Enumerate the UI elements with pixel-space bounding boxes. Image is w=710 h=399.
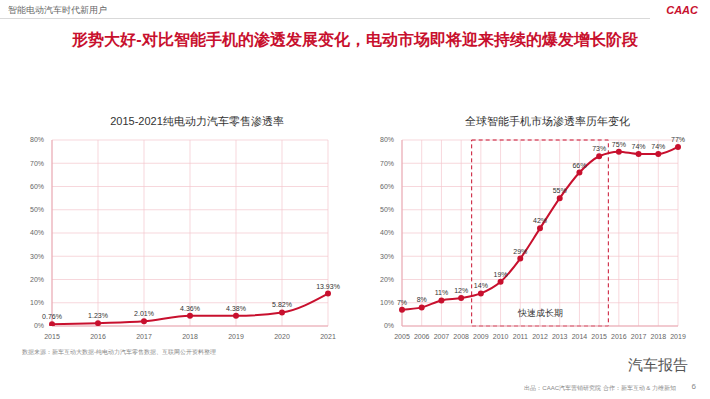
svg-text:70%: 70%	[380, 160, 394, 167]
html-text:形势大好-对比智能手机的渗透发展变化，电动市场即将迎来持续的: 形势大好-对比智能手机的渗透发展变化，电动市场即将迎来持续的爆发增长阶段	[72, 31, 638, 48]
svg-text:60%: 60%	[30, 183, 44, 190]
svg-text:30%: 30%	[30, 253, 44, 260]
svg-text:80%: 80%	[380, 136, 394, 143]
svg-text:0%: 0%	[384, 322, 394, 329]
svg-text:77%: 77%	[671, 136, 685, 143]
svg-text:2014: 2014	[572, 333, 588, 340]
svg-text:66%: 66%	[572, 162, 586, 169]
html-text:智能电动汽车时代新用户: 智能电动汽车时代新用户	[8, 5, 107, 15]
svg-text:75%: 75%	[612, 141, 626, 148]
html-text:全球智能手机市场渗透率历年变化: 全球智能手机市场渗透率历年变化	[464, 115, 630, 127]
svg-text:2009: 2009	[473, 333, 489, 340]
svg-text:4.38%: 4.38%	[226, 305, 246, 312]
svg-text:2005: 2005	[394, 333, 410, 340]
svg-text:2011: 2011	[513, 333, 528, 340]
svg-text:2006: 2006	[414, 333, 430, 340]
svg-text:29%: 29%	[513, 248, 527, 255]
svg-text:0%: 0%	[34, 322, 44, 329]
svg-text:2008: 2008	[453, 333, 469, 340]
svg-text:4.36%: 4.36%	[180, 305, 200, 312]
html-text:2015-2021纯电动力汽车零售渗透率: 2015-2021纯电动力汽车零售渗透率	[110, 115, 284, 127]
svg-text:2010: 2010	[493, 333, 509, 340]
svg-text:2.01%: 2.01%	[134, 310, 154, 317]
svg-text:10%: 10%	[380, 299, 394, 306]
svg-text:2017: 2017	[631, 333, 647, 340]
svg-text:12%: 12%	[454, 287, 468, 294]
html-text:汽车报告: 汽车报告	[628, 356, 688, 373]
svg-text:10%: 10%	[30, 299, 44, 306]
svg-text:70%: 70%	[30, 160, 44, 167]
svg-text:42%: 42%	[533, 217, 547, 224]
svg-text:74%: 74%	[632, 143, 646, 150]
svg-text:7%: 7%	[397, 299, 407, 306]
svg-text:2015: 2015	[591, 333, 607, 340]
svg-text:2013: 2013	[552, 333, 568, 340]
html-text:6: 6	[691, 382, 696, 391]
svg-text:80%: 80%	[30, 136, 44, 143]
html-text:数据来源：新车互动大数据-纯电动力汽车零售数据、互联网公开资: 数据来源：新车互动大数据-纯电动力汽车零售数据、互联网公开资料整理	[22, 349, 216, 355]
svg-text:20%: 20%	[30, 276, 44, 283]
svg-text:0.76%: 0.76%	[42, 313, 62, 320]
svg-text:11%: 11%	[435, 289, 449, 296]
svg-text:2018: 2018	[650, 333, 666, 340]
html-text:出品：CAAC汽车营销研究院 合作：新车互动 & 力维新知: 出品：CAAC汽车营销研究院 合作：新车互动 & 力维新知	[524, 385, 676, 391]
svg-text:50%: 50%	[380, 206, 394, 213]
svg-text:50%: 50%	[30, 206, 44, 213]
svg-text:2019: 2019	[670, 333, 686, 340]
svg-text:55%: 55%	[553, 187, 567, 194]
svg-text:2017: 2017	[136, 333, 152, 340]
svg-text:30%: 30%	[380, 253, 394, 260]
svg-text:60%: 60%	[380, 183, 394, 190]
svg-text:2018: 2018	[182, 333, 198, 340]
svg-text:1.23%: 1.23%	[88, 312, 108, 319]
svg-text:2015: 2015	[44, 333, 60, 340]
svg-text:5.82%: 5.82%	[272, 301, 292, 308]
svg-text:2020: 2020	[274, 333, 290, 340]
svg-text:2007: 2007	[434, 333, 450, 340]
svg-text:40%: 40%	[380, 229, 394, 236]
svg-text:2016: 2016	[90, 333, 106, 340]
svg-text:14%: 14%	[474, 282, 488, 289]
svg-text:2012: 2012	[532, 333, 548, 340]
svg-text:2019: 2019	[228, 333, 244, 340]
svg-text:74%: 74%	[651, 143, 665, 150]
svg-text:快速成长期: 快速成长期	[517, 308, 563, 318]
svg-text:8%: 8%	[417, 296, 427, 303]
svg-text:19%: 19%	[494, 271, 508, 278]
svg-text:2016: 2016	[611, 333, 627, 340]
svg-text:73%: 73%	[592, 145, 606, 152]
html-text:CAAC: CAAC	[666, 4, 698, 16]
svg-text:2021: 2021	[320, 333, 336, 340]
svg-text:13.93%: 13.93%	[316, 283, 340, 290]
svg-text:20%: 20%	[380, 276, 394, 283]
svg-text:40%: 40%	[30, 229, 44, 236]
